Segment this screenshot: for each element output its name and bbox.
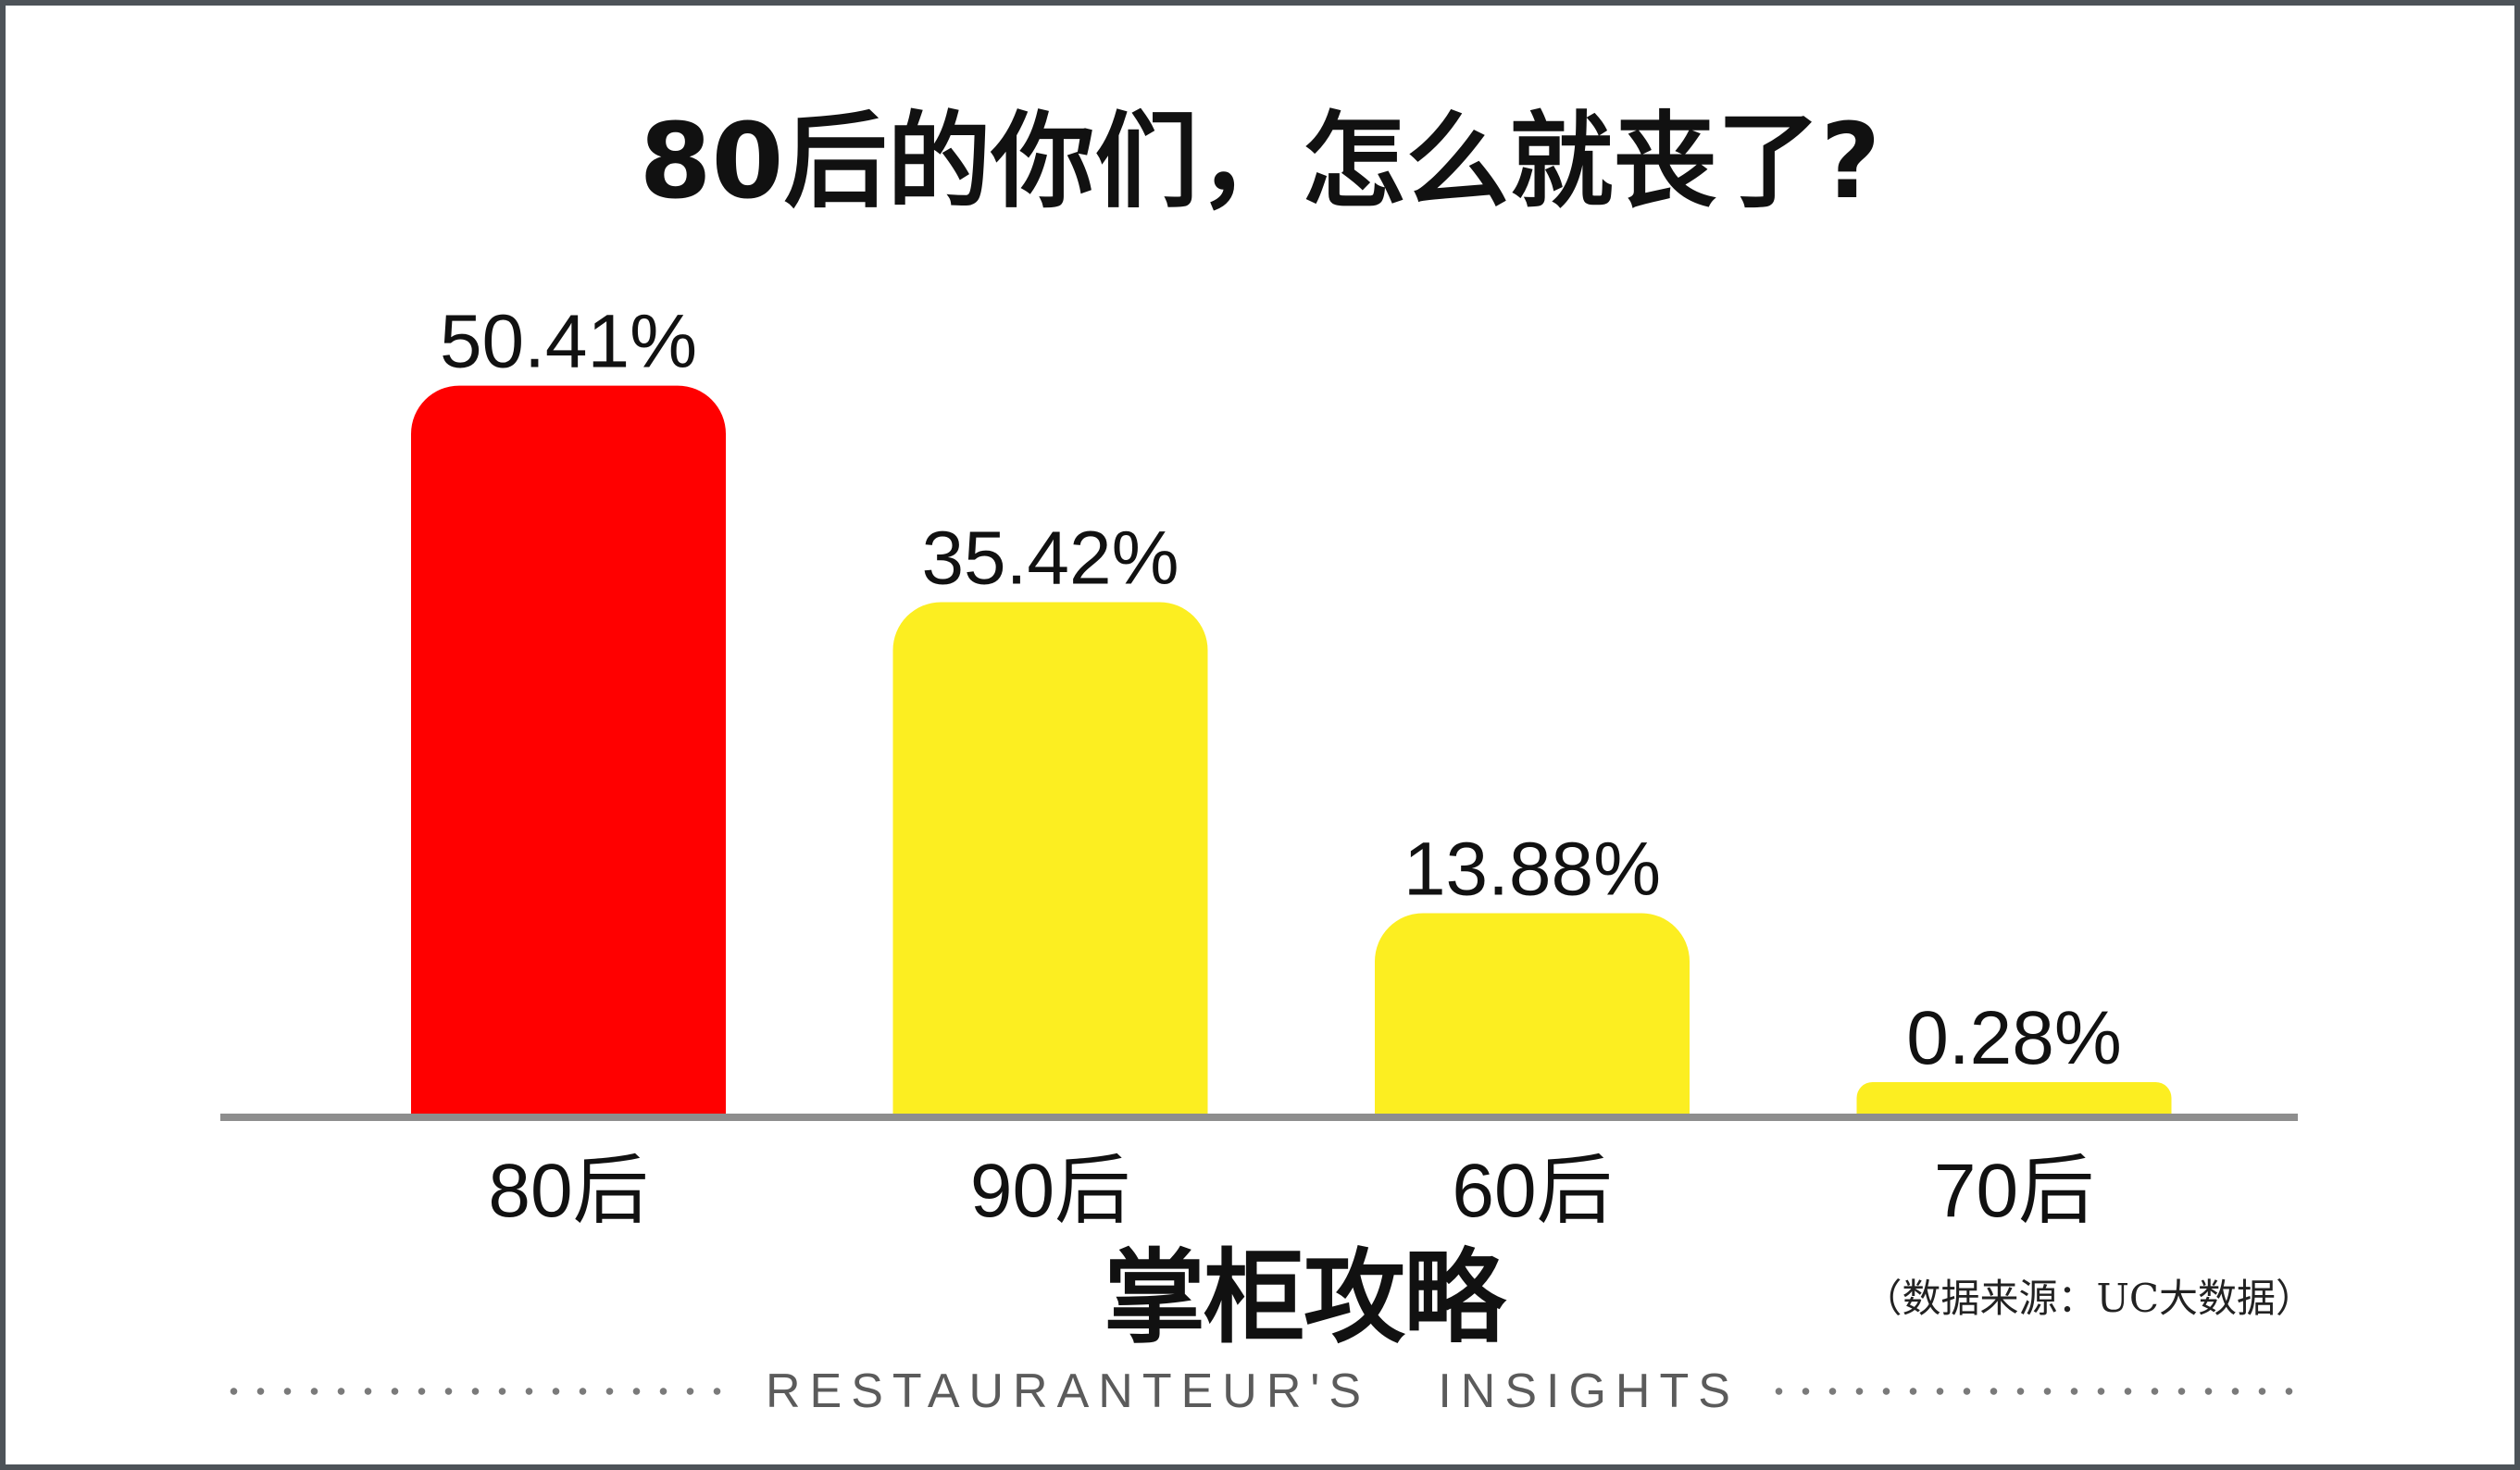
data-source-note: （数据来源：UC大数据） xyxy=(1863,1276,2314,1321)
value-label-3: 0.28% xyxy=(1906,996,2122,1080)
category-label-1: 90后 xyxy=(970,1149,1130,1233)
x-axis-baseline xyxy=(220,1114,2298,1121)
brand-logo-text: 掌柜攻略 xyxy=(1104,1239,1505,1357)
category-label-2: 60后 xyxy=(1452,1149,1612,1233)
bar-1 xyxy=(892,602,1208,1114)
bar-2 xyxy=(1375,913,1690,1114)
value-unit: % xyxy=(1593,827,1661,911)
category-label-3: 70后 xyxy=(1934,1149,2094,1233)
value-number: 50.41 xyxy=(440,300,630,384)
bars-layer xyxy=(220,385,2298,1121)
category-label-0: 80后 xyxy=(488,1149,648,1233)
value-label-1: 35.42% xyxy=(921,516,1179,600)
labels-layer: 50.41% 80后 35.42% 90后 13.88% 60后 0.28% 70后 xyxy=(440,300,2122,1233)
bar-3 xyxy=(1856,1082,2172,1114)
chart-title: 80后的你们，怎么就丧了? xyxy=(639,102,1881,222)
brand-tagline: RESTAURANTEUR'S INSIGHTS xyxy=(766,1364,1740,1418)
bar-0 xyxy=(411,385,726,1114)
dotted-divider-right xyxy=(1765,1388,2298,1395)
value-unit: % xyxy=(630,300,697,384)
value-unit: % xyxy=(1112,516,1179,600)
tagline-row: RESTAURANTEUR'S INSIGHTS xyxy=(220,1364,2298,1419)
value-number: 0.28 xyxy=(1906,996,2054,1080)
value-number: 35.42 xyxy=(921,516,1111,600)
value-label-2: 13.88% xyxy=(1403,827,1661,911)
value-label-0: 50.41% xyxy=(440,300,697,384)
dotted-divider-left xyxy=(220,1388,740,1395)
value-unit: % xyxy=(2054,996,2122,1080)
value-number: 13.88 xyxy=(1403,827,1593,911)
